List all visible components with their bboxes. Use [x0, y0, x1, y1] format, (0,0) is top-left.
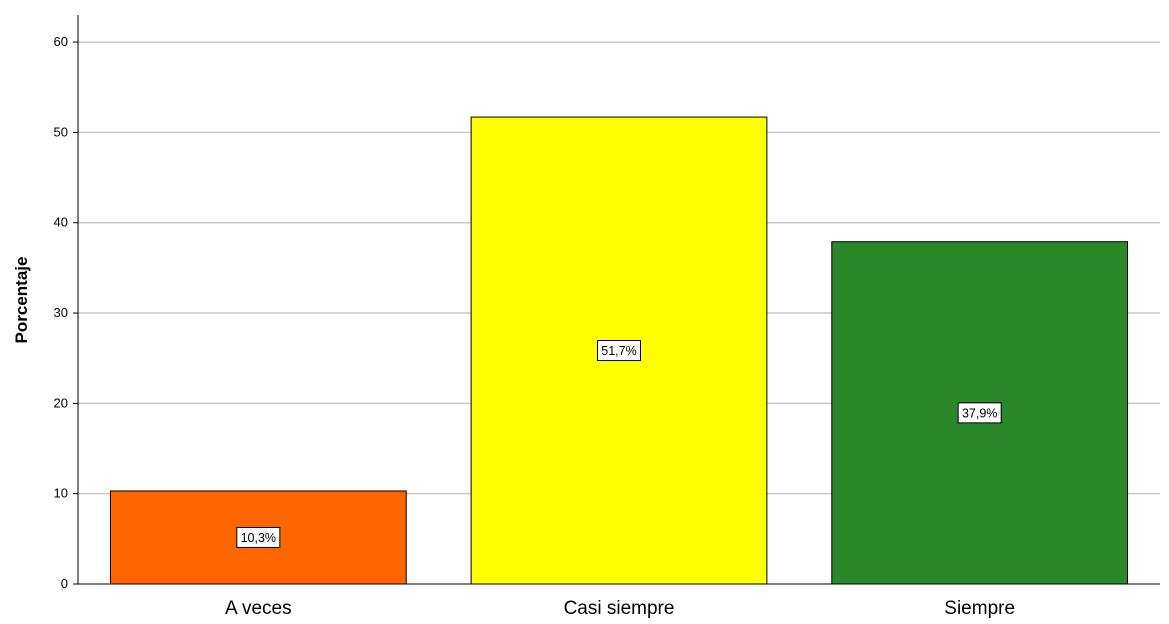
x-tick-label: Siempre — [944, 598, 1015, 619]
x-tick-labels: A veces Casi siempre Siempre — [225, 598, 1015, 619]
data-label-box — [597, 340, 641, 362]
axes — [77, 15, 1160, 585]
data-label-box — [957, 402, 1002, 424]
y-axis-title: Porcentaje — [12, 257, 31, 344]
y-tick-label: 30 — [54, 305, 68, 320]
y-tick-label: 20 — [54, 395, 68, 410]
x-tick-label: Casi siempre — [564, 598, 675, 619]
y-tick-label: 50 — [54, 124, 68, 139]
x-tick-label: A veces — [225, 598, 292, 619]
data-labels: 10,3% 51,7% 37,9% — [236, 340, 1002, 548]
data-label: 51,7% — [601, 344, 636, 358]
data-label-box — [236, 526, 281, 548]
y-tick-label: 10 — [54, 486, 68, 501]
y-tick-label: 0 — [61, 576, 68, 591]
y-tick-label: 40 — [54, 215, 68, 230]
data-label: 37,9% — [962, 406, 997, 420]
y-tick-labels: 0 10 20 30 40 50 60 — [54, 34, 78, 591]
y-tick-label: 60 — [54, 34, 68, 49]
data-label: 10,3% — [241, 531, 276, 545]
